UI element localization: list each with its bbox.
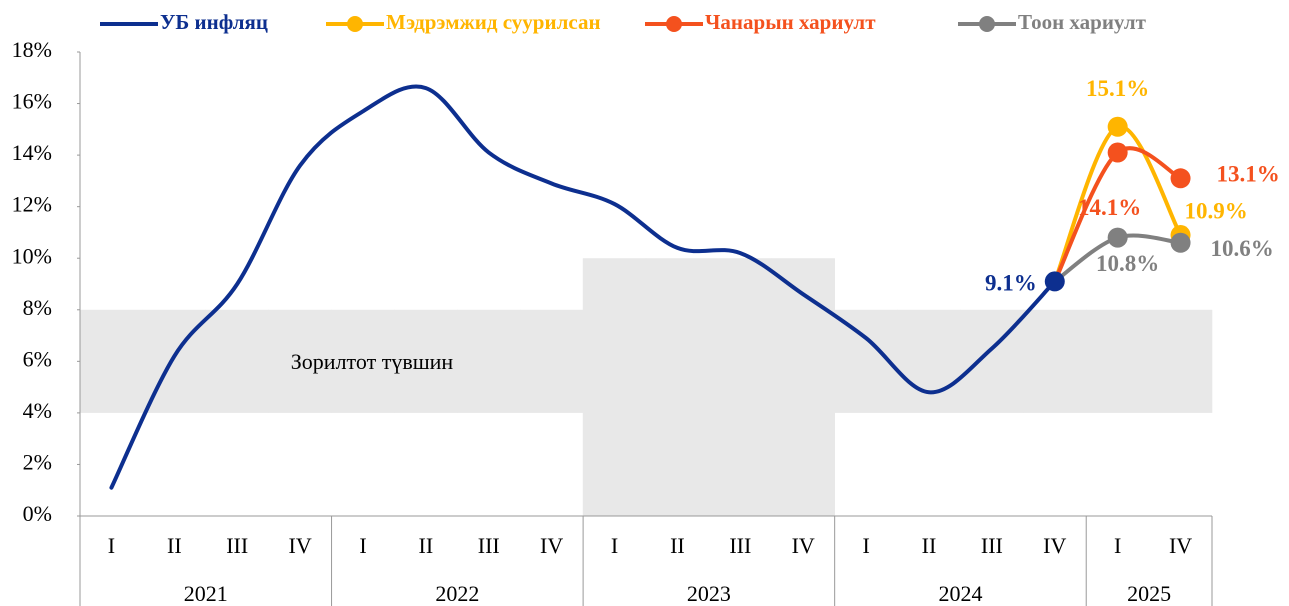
x-tick-label: IV <box>289 533 312 558</box>
target-band <box>394 309 458 413</box>
y-tick-label: 18% <box>12 37 52 62</box>
legend-marker <box>666 16 682 32</box>
x-tick-label: IV <box>1043 533 1066 558</box>
data-label: 10.6% <box>1211 236 1274 261</box>
x-group-label: 2022 <box>435 581 479 606</box>
x-tick-label: II <box>922 533 937 558</box>
target-band <box>1085 309 1150 413</box>
legend-label: Мэдрэмжид суурилсан <box>386 10 601 34</box>
x-tick-label: II <box>419 533 434 558</box>
target-band <box>582 258 647 516</box>
band-label: Зорилтот түвшин <box>291 349 454 374</box>
y-tick-label: 14% <box>12 140 52 165</box>
point-marker <box>1044 271 1065 292</box>
legend-marker <box>979 16 995 32</box>
target-band <box>897 309 961 413</box>
x-tick-label: III <box>981 533 1003 558</box>
data-label: 14.1% <box>1078 195 1141 220</box>
x-tick-label: IV <box>1169 533 1192 558</box>
x-tick-label: I <box>359 533 366 558</box>
y-tick-label: 0% <box>23 501 52 526</box>
x-tick-label: II <box>670 533 685 558</box>
target-band <box>79 309 144 413</box>
y-tick-label: 10% <box>12 243 52 268</box>
target-band <box>268 309 332 413</box>
target-band <box>457 309 521 413</box>
x-group-label: 2021 <box>184 581 228 606</box>
x-tick-label: III <box>729 533 751 558</box>
point-marker <box>1107 227 1128 248</box>
x-group-label: 2024 <box>938 581 982 606</box>
data-label: 10.9% <box>1185 198 1248 223</box>
point-marker <box>1107 142 1128 163</box>
target-band <box>1148 309 1213 413</box>
target-band <box>331 309 395 413</box>
legend-marker <box>347 16 363 32</box>
point-marker <box>1170 232 1191 253</box>
data-label: 9.1% <box>985 271 1037 296</box>
y-tick-label: 6% <box>23 346 52 371</box>
y-tick-label: 12% <box>12 192 52 217</box>
target-band <box>1023 309 1087 413</box>
y-tick-label: 16% <box>12 89 52 114</box>
x-tick-label: II <box>167 533 182 558</box>
point-marker <box>1170 168 1191 189</box>
data-label: 10.8% <box>1096 251 1159 276</box>
x-group-label: 2023 <box>687 581 731 606</box>
y-tick-label: 2% <box>23 449 52 474</box>
x-tick-label: I <box>611 533 618 558</box>
data-label: 15.1% <box>1086 76 1149 101</box>
x-tick-label: IV <box>540 533 563 558</box>
legend-label: Тоон хариулт <box>1018 10 1147 34</box>
target-band <box>645 258 710 516</box>
target-band <box>519 309 584 413</box>
legend-label: УБ инфляц <box>160 10 268 34</box>
x-tick-label: III <box>478 533 500 558</box>
target-band <box>771 258 835 516</box>
y-tick-label: 8% <box>23 295 52 320</box>
x-tick-label: IV <box>792 533 815 558</box>
target-band <box>205 309 269 413</box>
x-tick-label: III <box>226 533 248 558</box>
x-tick-label: I <box>862 533 869 558</box>
legend-label: Чанарын хариулт <box>705 10 876 34</box>
point-marker <box>1107 116 1128 137</box>
x-tick-label: I <box>108 533 115 558</box>
series-line <box>109 84 1057 490</box>
x-tick-label: I <box>1114 533 1121 558</box>
data-label: 13.1% <box>1217 162 1280 187</box>
target-band <box>708 258 773 516</box>
x-group-label: 2025 <box>1127 581 1171 606</box>
y-tick-label: 4% <box>23 398 52 423</box>
